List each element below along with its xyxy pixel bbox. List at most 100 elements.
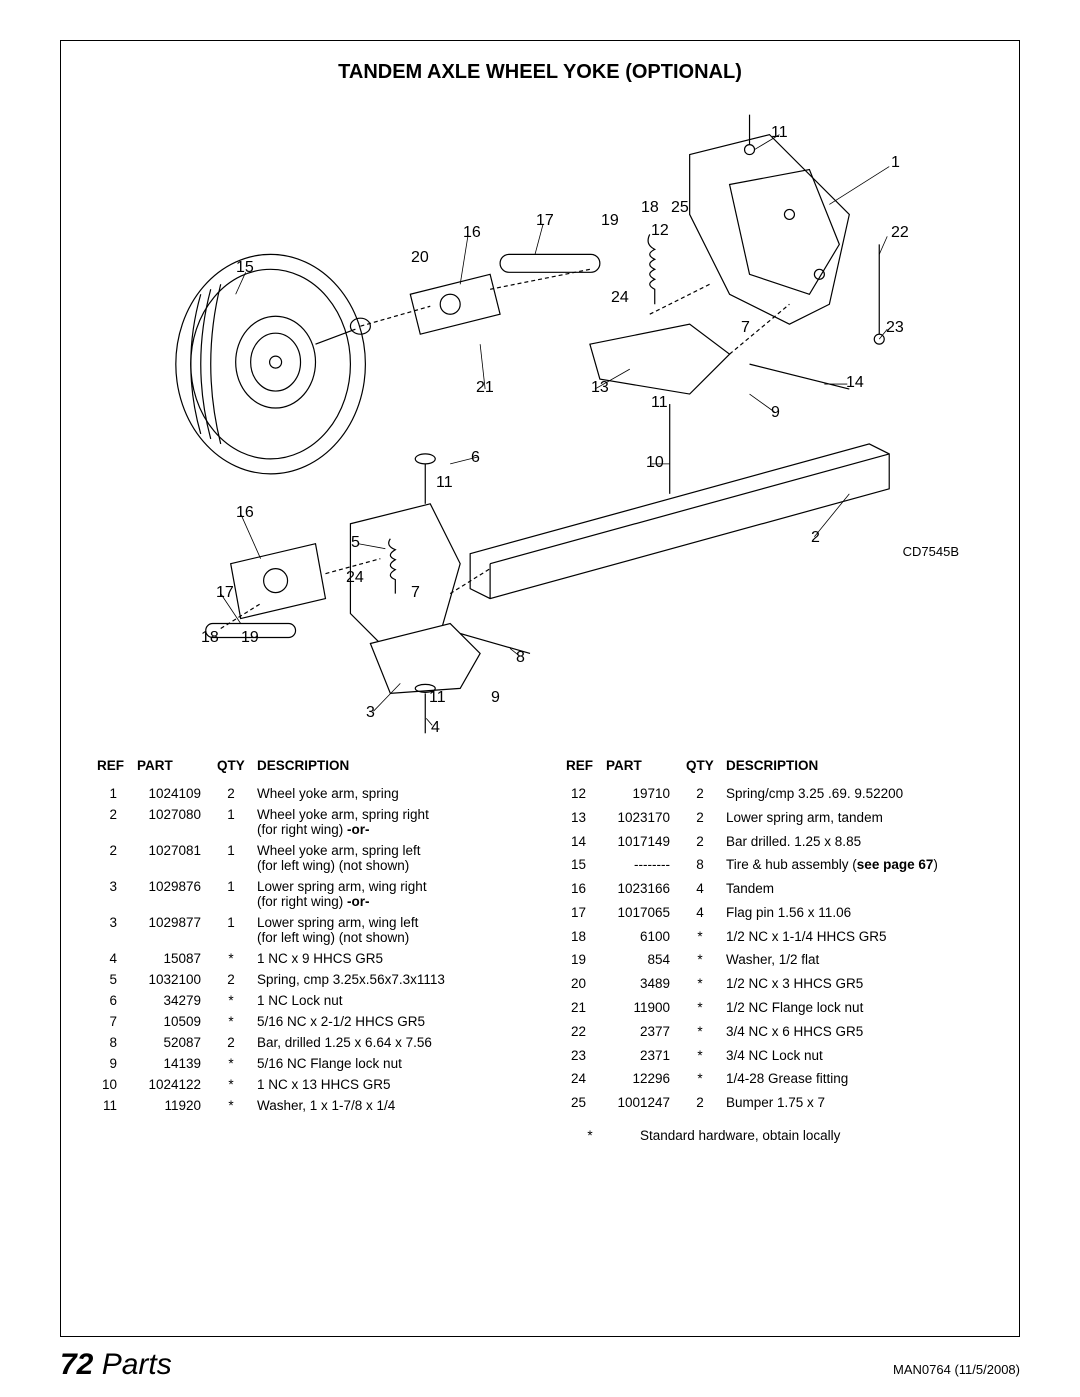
parts-table-left: REF PART QTY DESCRIPTION 110241092Wheel … <box>91 754 520 1116</box>
cell-desc: Washer, 1 x 1-7/8 x 1/4 <box>251 1095 520 1116</box>
cell-ref: 11 <box>91 1095 131 1116</box>
cell-part: 15087 <box>131 948 211 969</box>
cell-desc: 1/4-28 Grease fitting <box>720 1068 989 1092</box>
cell-qty: * <box>680 973 720 997</box>
cell-desc: Wheel yoke arm, spring left(for left win… <box>251 840 520 876</box>
cell-part: 1027081 <box>131 840 211 876</box>
callout-22: 22 <box>891 224 909 242</box>
callout-11: 11 <box>771 124 788 142</box>
cell-qty: 1 <box>211 876 251 912</box>
diagram-code: CD7545B <box>903 544 959 559</box>
cell-desc: Flag pin 1.56 x 11.06 <box>720 902 989 926</box>
cell-part: 11900 <box>600 997 680 1021</box>
cell-qty: 2 <box>680 1092 720 1116</box>
callout-11: 11 <box>429 689 446 707</box>
cell-qty: 4 <box>680 878 720 902</box>
cell-qty: * <box>680 997 720 1021</box>
callout-23: 23 <box>886 319 904 337</box>
cell-desc: 1/2 NC x 1-1/4 HHCS GR5 <box>720 926 989 950</box>
col-part: PART <box>131 754 211 783</box>
cell-qty: 4 <box>680 902 720 926</box>
cell-desc: Spring/cmp 3.25 .69. 9.52200 <box>720 783 989 807</box>
cell-qty: * <box>211 990 251 1011</box>
cell-ref: 10 <box>91 1074 131 1095</box>
cell-part: 1023170 <box>600 807 680 831</box>
table-row: 1310231702Lower spring arm, tandem <box>560 807 989 831</box>
cell-part: 14139 <box>131 1053 211 1074</box>
callout-25: 25 <box>671 199 689 217</box>
cell-ref: 15 <box>560 854 600 878</box>
page-title: TANDEM AXLE WHEEL YOKE (OPTIONAL) <box>91 61 989 84</box>
cell-desc: Lower spring arm, wing right(for right w… <box>251 876 520 912</box>
table-row: 19854*Washer, 1/2 flat <box>560 949 989 973</box>
table-row: 310298761Lower spring arm, wing right(fo… <box>91 876 520 912</box>
page-footer: 72 Parts MAN0764 (11/5/2008) <box>60 1348 1020 1382</box>
callout-18: 18 <box>641 199 659 217</box>
cell-part: 1032100 <box>131 969 211 990</box>
callout-7: 7 <box>411 584 420 602</box>
cell-desc: Washer, 1/2 flat <box>720 949 989 973</box>
cell-ref: 24 <box>560 1068 600 1092</box>
cell-part: 52087 <box>131 1032 211 1053</box>
col-qty: QTY <box>211 754 251 783</box>
page-number: 72 <box>60 1348 93 1381</box>
table-row: 1710170654Flag pin 1.56 x 11.06 <box>560 902 989 926</box>
footer-doc: MAN0764 (11/5/2008) <box>893 1362 1020 1377</box>
table-row: 510321002Spring, cmp 3.25x.56x7.3x1113 <box>91 969 520 990</box>
col-ref: REF <box>91 754 131 783</box>
cell-ref: 17 <box>560 902 600 926</box>
cell-ref: 19 <box>560 949 600 973</box>
callout-4: 4 <box>431 719 440 737</box>
cell-desc: 5/16 NC x 2-1/2 HHCS GR5 <box>251 1011 520 1032</box>
table-row: 1111920*Washer, 1 x 1-7/8 x 1/4 <box>91 1095 520 1116</box>
table-row: 634279*1 NC Lock nut <box>91 990 520 1011</box>
cell-qty: 2 <box>680 783 720 807</box>
cell-desc: 1 NC Lock nut <box>251 990 520 1011</box>
cell-qty: * <box>680 1045 720 1069</box>
cell-desc: 1/2 NC Flange lock nut <box>720 997 989 1021</box>
cell-desc: 1 NC x 13 HHCS GR5 <box>251 1074 520 1095</box>
callout-24: 24 <box>346 569 364 587</box>
cell-qty: 8 <box>680 854 720 878</box>
cell-desc: Tire & hub assembly (see page 67) <box>720 854 989 878</box>
cell-qty: * <box>211 1074 251 1095</box>
cell-qty: 1 <box>211 912 251 948</box>
cell-qty: * <box>680 1068 720 1092</box>
cell-desc: 5/16 NC Flange lock nut <box>251 1053 520 1074</box>
cell-qty: 1 <box>211 804 251 840</box>
cell-qty: 2 <box>680 831 720 855</box>
diagram-svg <box>91 94 989 734</box>
table-row: 203489*1/2 NC x 3 HHCS GR5 <box>560 973 989 997</box>
cell-desc: Wheel yoke arm, spring <box>251 783 520 804</box>
cell-qty: * <box>211 1011 251 1032</box>
cell-part: 12296 <box>600 1068 680 1092</box>
callout-20: 20 <box>411 249 429 267</box>
callout-11: 11 <box>651 394 668 412</box>
cell-ref: 18 <box>560 926 600 950</box>
cell-part: 2377 <box>600 1021 680 1045</box>
callout-24: 24 <box>611 289 629 307</box>
cell-ref: 2 <box>91 804 131 840</box>
cell-desc: Bar, drilled 1.25 x 6.64 x 7.56 <box>251 1032 520 1053</box>
cell-ref: 13 <box>560 807 600 831</box>
callout-16: 16 <box>236 504 254 522</box>
callout-2: 2 <box>811 529 820 547</box>
cell-desc: Bumper 1.75 x 7 <box>720 1092 989 1116</box>
callout-21: 21 <box>476 379 494 397</box>
footnote-text: Standard hardware, obtain locally <box>640 1128 840 1143</box>
table-row: 232371*3/4 NC Lock nut <box>560 1045 989 1069</box>
table-row: 1410171492Bar drilled. 1.25 x 8.85 <box>560 831 989 855</box>
cell-ref: 4 <box>91 948 131 969</box>
cell-part: 1001247 <box>600 1092 680 1116</box>
callout-3: 3 <box>366 704 375 722</box>
table-row: 15--------8Tire & hub assembly (see page… <box>560 854 989 878</box>
cell-ref: 9 <box>91 1053 131 1074</box>
footer-left: 72 Parts <box>60 1348 172 1382</box>
table-row: 710509*5/16 NC x 2-1/2 HHCS GR5 <box>91 1011 520 1032</box>
callout-9: 9 <box>771 404 780 422</box>
cell-ref: 21 <box>560 997 600 1021</box>
table-row: 101024122*1 NC x 13 HHCS GR5 <box>91 1074 520 1095</box>
callout-12: 12 <box>651 222 669 240</box>
table-row: 8520872Bar, drilled 1.25 x 6.64 x 7.56 <box>91 1032 520 1053</box>
table-row: 1610231664Tandem <box>560 878 989 902</box>
